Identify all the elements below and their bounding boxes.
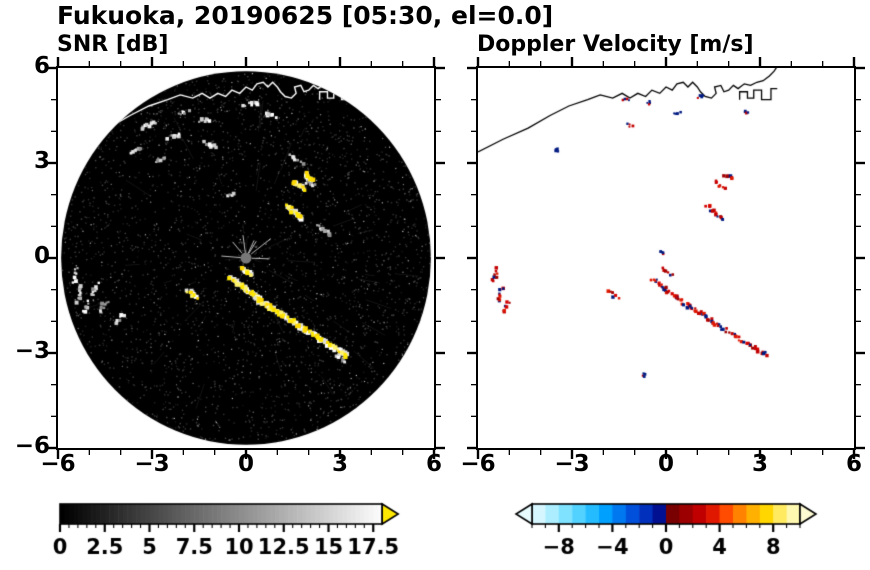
y-tick-label: 6 [33, 53, 50, 79]
y-tick-label: 3 [33, 148, 50, 174]
figure-title: Fukuoka, 20190625 [05:30, el=0.0] [57, 1, 554, 30]
doppler-plot [476, 66, 856, 450]
doppler-plot-canvas [478, 68, 854, 448]
x-tick-label: 3 [331, 451, 349, 477]
doppler-panel-title: Doppler Velocity [m/s] [477, 32, 754, 57]
snr-plot-canvas [58, 68, 434, 448]
x-tick-label: 6 [845, 451, 863, 477]
x-tick-label: −6 [40, 451, 76, 477]
y-tick-label: 0 [33, 243, 50, 269]
x-tick-label: −6 [460, 451, 496, 477]
snr-panel-title: SNR [dB] [57, 32, 169, 57]
y-tick-label: −6 [14, 433, 50, 459]
x-tick-label: 6 [425, 451, 443, 477]
snr-colorbar [48, 498, 428, 560]
x-tick-label: −3 [134, 451, 170, 477]
x-tick-label: 0 [657, 451, 675, 477]
doppler-colorbar [472, 498, 852, 560]
x-tick-label: 3 [751, 451, 769, 477]
x-tick-label: −3 [554, 451, 590, 477]
x-tick-label: 0 [237, 451, 255, 477]
snr-plot [56, 66, 436, 450]
y-tick-label: −3 [14, 338, 50, 364]
